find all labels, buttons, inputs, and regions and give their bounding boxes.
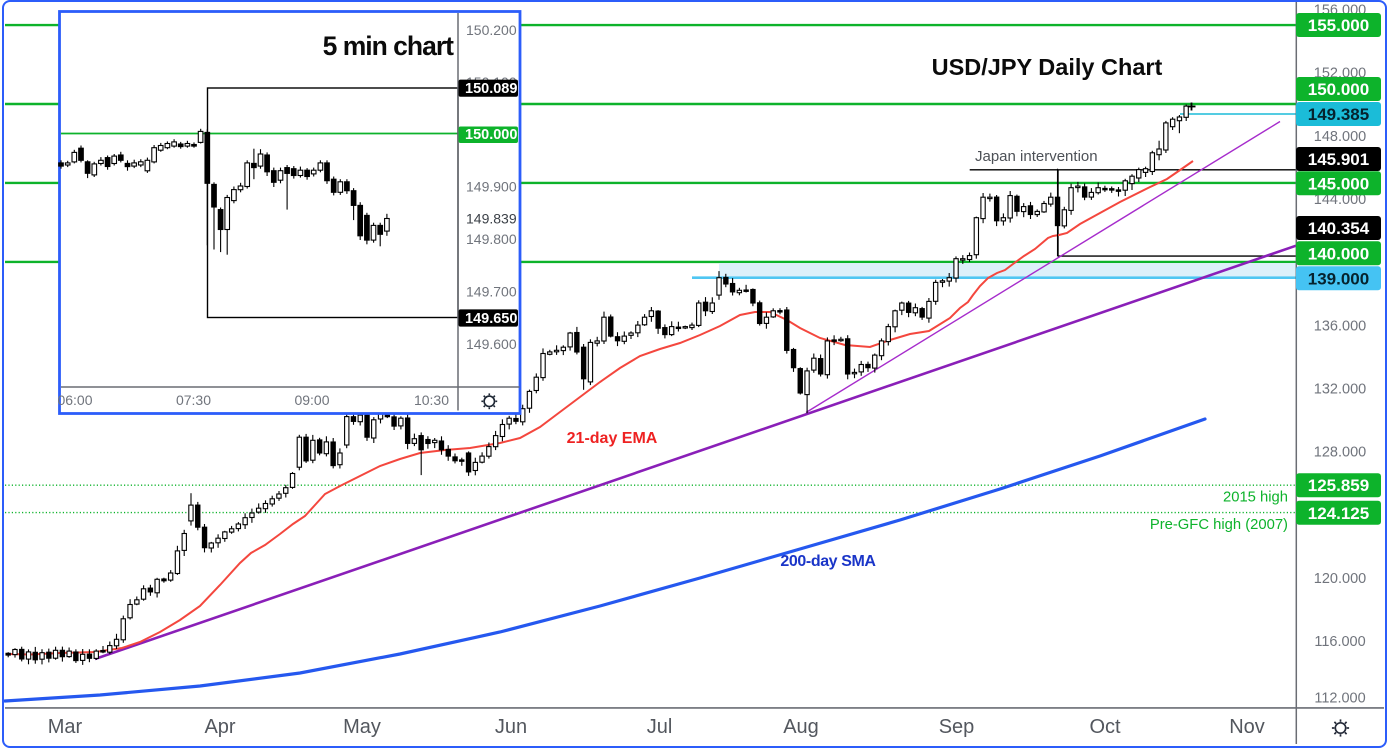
svg-text:120.000: 120.000 (1314, 571, 1366, 587)
svg-text:124.125: 124.125 (1308, 504, 1369, 523)
svg-text:May: May (343, 716, 381, 738)
svg-text:Jun: Jun (495, 716, 527, 738)
svg-text:140.000: 140.000 (1308, 244, 1369, 263)
svg-text:150.000: 150.000 (1308, 80, 1369, 99)
svg-text:09:00: 09:00 (294, 392, 329, 408)
svg-text:128.000: 128.000 (1314, 445, 1366, 461)
svg-text:112.000: 112.000 (1314, 691, 1365, 707)
svg-text:2015 high: 2015 high (1223, 490, 1288, 506)
svg-text:145.000: 145.000 (1308, 174, 1369, 193)
svg-text:149.385: 149.385 (1308, 105, 1369, 124)
svg-text:Jul: Jul (647, 716, 673, 738)
svg-text:148.000: 148.000 (1314, 129, 1366, 145)
svg-text:21-day EMA: 21-day EMA (567, 430, 658, 447)
svg-text:Oct: Oct (1089, 716, 1121, 738)
svg-text:139.000: 139.000 (1308, 269, 1369, 288)
svg-text:149.650: 149.650 (465, 311, 517, 327)
svg-text:149.700: 149.700 (466, 284, 517, 300)
svg-text:140.354: 140.354 (1308, 219, 1370, 238)
svg-text:Nov: Nov (1229, 716, 1265, 738)
svg-text:200-day SMA: 200-day SMA (780, 553, 876, 570)
svg-text:145.901: 145.901 (1308, 150, 1369, 169)
svg-text:116.000: 116.000 (1314, 634, 1365, 650)
svg-text:149.600: 149.600 (466, 336, 517, 352)
svg-text:150.200: 150.200 (466, 22, 517, 38)
svg-text:155.000: 155.000 (1308, 16, 1369, 35)
svg-text:150.000: 150.000 (465, 127, 517, 143)
svg-text:Japan intervention: Japan intervention (975, 148, 1098, 165)
svg-text:149.900: 149.900 (466, 179, 517, 195)
svg-text:Apr: Apr (204, 716, 235, 738)
svg-text:Mar: Mar (48, 716, 83, 738)
svg-text:10:30: 10:30 (414, 392, 449, 408)
svg-text:USD/JPY Daily Chart: USD/JPY Daily Chart (932, 54, 1163, 80)
svg-text:125.859: 125.859 (1308, 476, 1369, 495)
svg-text:150.089: 150.089 (465, 81, 517, 97)
svg-text:136.000: 136.000 (1314, 318, 1366, 334)
svg-text:06:00: 06:00 (57, 392, 92, 408)
svg-text:144.000: 144.000 (1314, 192, 1366, 208)
svg-text:Aug: Aug (783, 716, 819, 738)
svg-text:07:30: 07:30 (176, 392, 211, 408)
svg-text:149.800: 149.800 (466, 231, 517, 247)
svg-text:132.000: 132.000 (1314, 381, 1366, 397)
svg-text:5 min chart: 5 min chart (323, 31, 455, 61)
svg-text:Sep: Sep (939, 716, 975, 738)
svg-text:Pre-GFC high (2007): Pre-GFC high (2007) (1150, 517, 1288, 533)
svg-text:149.839: 149.839 (466, 211, 517, 227)
